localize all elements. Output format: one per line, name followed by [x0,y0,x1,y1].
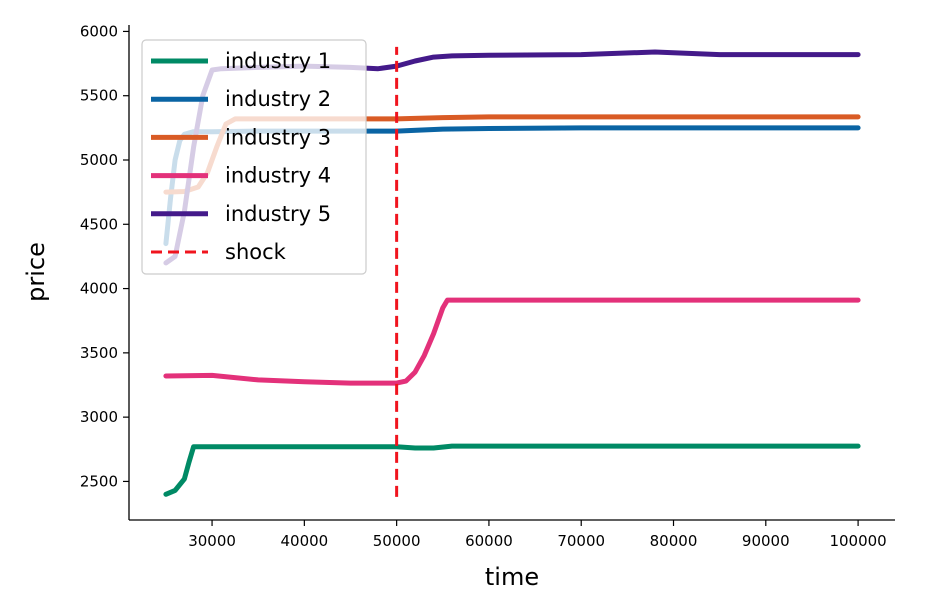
series-line-4 [163,297,861,386]
y-tick-label: 4000 [80,280,118,298]
y-tick-label: 5500 [80,87,118,105]
axes [128,25,895,521]
y-tick-label: 3500 [80,344,118,362]
y-tick-label: 5000 [80,151,118,169]
legend-label: industry 4 [225,164,331,188]
x-tick-label: 70000 [557,532,605,550]
x-tick-label: 100000 [829,532,886,550]
y-ticks: 2500 3000 3500 4000 4500 5000 5500 6000 [80,22,129,490]
y-tick-label: 2500 [80,472,118,490]
y-tick-label: 6000 [80,22,118,40]
y-tick-label: 4500 [80,215,118,233]
legend-label: shock [225,240,287,264]
y-axis-label: price [22,242,50,302]
x-axis-label: time [485,563,539,591]
series-line-1 [163,443,861,497]
legend: industry 1 industry 2 industry 3 industry 4… [141,39,367,275]
legend-box [141,39,367,275]
x-ticks: 30000 40000 50000 60000 70000 80000 90000 10000… [188,520,887,550]
x-tick-label: 80000 [650,532,698,550]
x-tick-label: 30000 [188,532,236,550]
legend-label: industry 5 [225,202,331,226]
x-tick-label: 90000 [742,532,790,550]
legend-label: industry 1 [225,49,331,73]
x-tick-label: 40000 [280,532,328,550]
legend-label: industry 2 [225,87,331,111]
y-tick-label: 3000 [80,408,118,426]
legend-label: industry 3 [225,125,331,149]
x-tick-label: 60000 [465,532,513,550]
x-tick-label: 50000 [373,532,421,550]
